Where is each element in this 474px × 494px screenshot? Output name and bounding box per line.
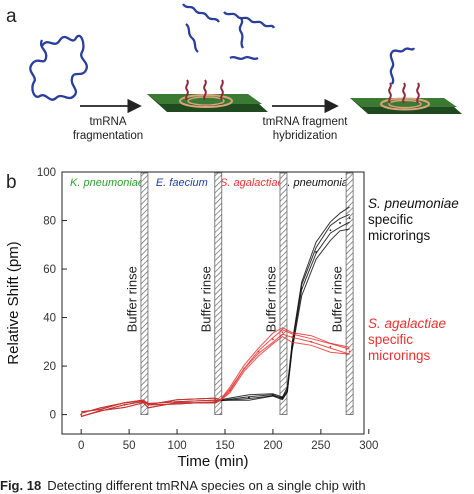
rna-hybridized <box>389 51 395 85</box>
data-point <box>272 394 274 397</box>
x-tick-label: 0 <box>78 440 84 452</box>
phase-label: S. pneumoniae <box>280 177 354 189</box>
agal-label-line2: specific <box>368 332 413 347</box>
rna-fragment <box>185 23 199 53</box>
y-tick-label: 100 <box>37 167 56 179</box>
agal-label-line3: microrings <box>368 348 431 363</box>
plot-frame <box>61 171 365 435</box>
buffer-rinse-label: Buffer rinse <box>124 266 139 332</box>
data-point <box>248 396 250 399</box>
pneumo-label-line1: S. pneumoniae <box>368 196 459 211</box>
buffer-rinse-bars: Buffer rinse Buffer rinse Buffer rinse Buff… <box>124 172 354 415</box>
x-tick-label: 100 <box>167 440 186 452</box>
data-point <box>286 389 289 392</box>
data-point <box>123 403 126 406</box>
y-axis-title: Relative Shift (pm) <box>5 241 22 364</box>
data-point <box>142 401 145 404</box>
data-point <box>329 229 332 232</box>
buffer-rinse-label: Buffer rinse <box>330 266 345 332</box>
caption-text: Detecting different tmRNA species on a s… <box>47 478 366 493</box>
buffer-rinse-bar <box>214 172 223 415</box>
pneumo-label-line3: microrings <box>368 228 431 243</box>
step2-label-line2: hybridization <box>273 130 338 142</box>
series-line <box>81 327 350 413</box>
y-axis-ticks: 0 20 40 60 80 100 <box>37 167 67 422</box>
step1-label-line1: tmRNA <box>89 116 126 128</box>
series-line <box>81 335 350 417</box>
data-point <box>291 345 293 348</box>
probe <box>388 82 392 104</box>
data-point <box>339 222 341 224</box>
phase-label: K. pneumoniae <box>70 177 144 189</box>
pneumo-label-line2: specific <box>368 212 413 227</box>
panel-a-letter: a <box>6 6 17 27</box>
x-tick-label: 50 <box>123 440 136 452</box>
data-point <box>176 401 178 404</box>
rna-fragment <box>229 56 259 60</box>
x-axis-ticks: 0 50 100 150 200 250 300 <box>78 429 378 452</box>
data-point <box>257 350 260 353</box>
x-tick-label: 300 <box>359 440 378 452</box>
x-tick-label: 250 <box>311 440 330 452</box>
data-point <box>281 396 284 399</box>
tmrna-coil <box>29 34 88 101</box>
chip-middle <box>147 94 268 112</box>
phase-label: E. faecium <box>156 177 208 189</box>
x-tick-label: 200 <box>263 440 282 452</box>
probe <box>402 82 406 104</box>
data-point <box>99 408 102 411</box>
agal-label-line1: S. agalactiae <box>368 316 446 331</box>
chip-right <box>350 97 462 114</box>
data-point <box>272 338 274 341</box>
data-point <box>147 403 150 406</box>
data-point <box>300 287 303 290</box>
figure-caption: Fig. 18 Detecting different tmRNA species… <box>0 478 474 494</box>
buffer-rinse-bar <box>140 172 149 415</box>
probe <box>220 79 224 101</box>
caption-label: Fig. 18 <box>0 478 42 493</box>
panel-b: b K. pneumoniae E. faecium S. agalactiaeS.… <box>5 167 459 470</box>
data-point <box>228 389 231 392</box>
data-point <box>310 340 313 343</box>
series-agalactiae <box>80 327 351 417</box>
data-series <box>80 206 351 417</box>
rna-fragment <box>223 11 276 29</box>
data-point <box>219 399 222 401</box>
y-tick-label: 20 <box>43 361 56 373</box>
buffer-rinse-bar <box>279 172 288 415</box>
buffer-rinse-bar <box>345 172 354 415</box>
data-point <box>348 350 351 353</box>
y-tick-label: 40 <box>43 313 56 325</box>
phase-label: S. agalactiae <box>220 177 284 189</box>
data-point <box>315 251 317 253</box>
data-point <box>348 217 351 219</box>
y-tick-label: 60 <box>43 264 56 276</box>
panel-a: a tmRNA <box>6 3 462 142</box>
data-point <box>329 345 332 348</box>
data-point <box>281 331 284 334</box>
x-tick-label: 150 <box>215 440 234 452</box>
series-line <box>81 333 350 417</box>
probe <box>185 79 189 101</box>
buffer-rinse-label: Buffer rinse <box>198 266 213 332</box>
data-point <box>243 367 246 370</box>
probe <box>416 82 420 104</box>
probe <box>203 79 207 101</box>
step1-label-line2: fragmentation <box>73 130 143 142</box>
data-point <box>80 413 83 416</box>
panel-b-letter: b <box>6 172 17 193</box>
data-point <box>291 336 293 338</box>
x-axis-title: Time (min) <box>177 453 248 470</box>
buffer-rinse-label: Buffer rinse <box>263 266 278 332</box>
y-tick-label: 80 <box>43 216 56 228</box>
rna-fragment <box>238 17 245 49</box>
data-point <box>214 399 217 401</box>
rna-hybridized <box>391 47 416 53</box>
step2-label-line1: tmRNA fragment <box>263 116 349 128</box>
y-tick-label: 0 <box>50 410 56 422</box>
rna-fragment <box>182 3 220 23</box>
